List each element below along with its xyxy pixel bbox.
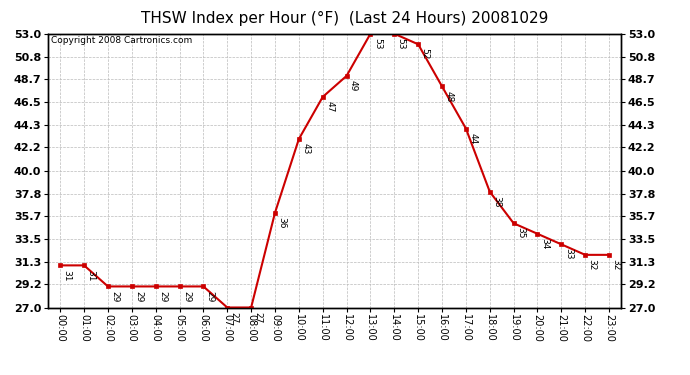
Text: 49: 49 bbox=[349, 80, 358, 92]
Text: 32: 32 bbox=[588, 259, 597, 270]
Text: 27: 27 bbox=[230, 312, 239, 323]
Text: 43: 43 bbox=[302, 143, 310, 154]
Text: 29: 29 bbox=[182, 291, 191, 302]
Text: 32: 32 bbox=[611, 259, 620, 270]
Text: 29: 29 bbox=[158, 291, 167, 302]
Text: Copyright 2008 Cartronics.com: Copyright 2008 Cartronics.com bbox=[51, 36, 193, 45]
Text: 48: 48 bbox=[444, 90, 453, 102]
Text: 44: 44 bbox=[469, 133, 477, 144]
Text: 33: 33 bbox=[564, 249, 573, 260]
Text: 52: 52 bbox=[421, 48, 430, 60]
Text: 29: 29 bbox=[135, 291, 144, 302]
Text: 27: 27 bbox=[254, 312, 263, 323]
Text: 36: 36 bbox=[277, 217, 286, 228]
Text: 53: 53 bbox=[373, 38, 382, 50]
Text: 29: 29 bbox=[110, 291, 119, 302]
Text: 29: 29 bbox=[206, 291, 215, 302]
Text: 38: 38 bbox=[492, 196, 501, 207]
Text: 35: 35 bbox=[516, 227, 525, 239]
Text: THSW Index per Hour (°F)  (Last 24 Hours) 20081029: THSW Index per Hour (°F) (Last 24 Hours)… bbox=[141, 11, 549, 26]
Text: 31: 31 bbox=[63, 270, 72, 281]
Text: 34: 34 bbox=[540, 238, 549, 249]
Text: 47: 47 bbox=[325, 101, 334, 112]
Text: 31: 31 bbox=[86, 270, 95, 281]
Text: 53: 53 bbox=[397, 38, 406, 50]
